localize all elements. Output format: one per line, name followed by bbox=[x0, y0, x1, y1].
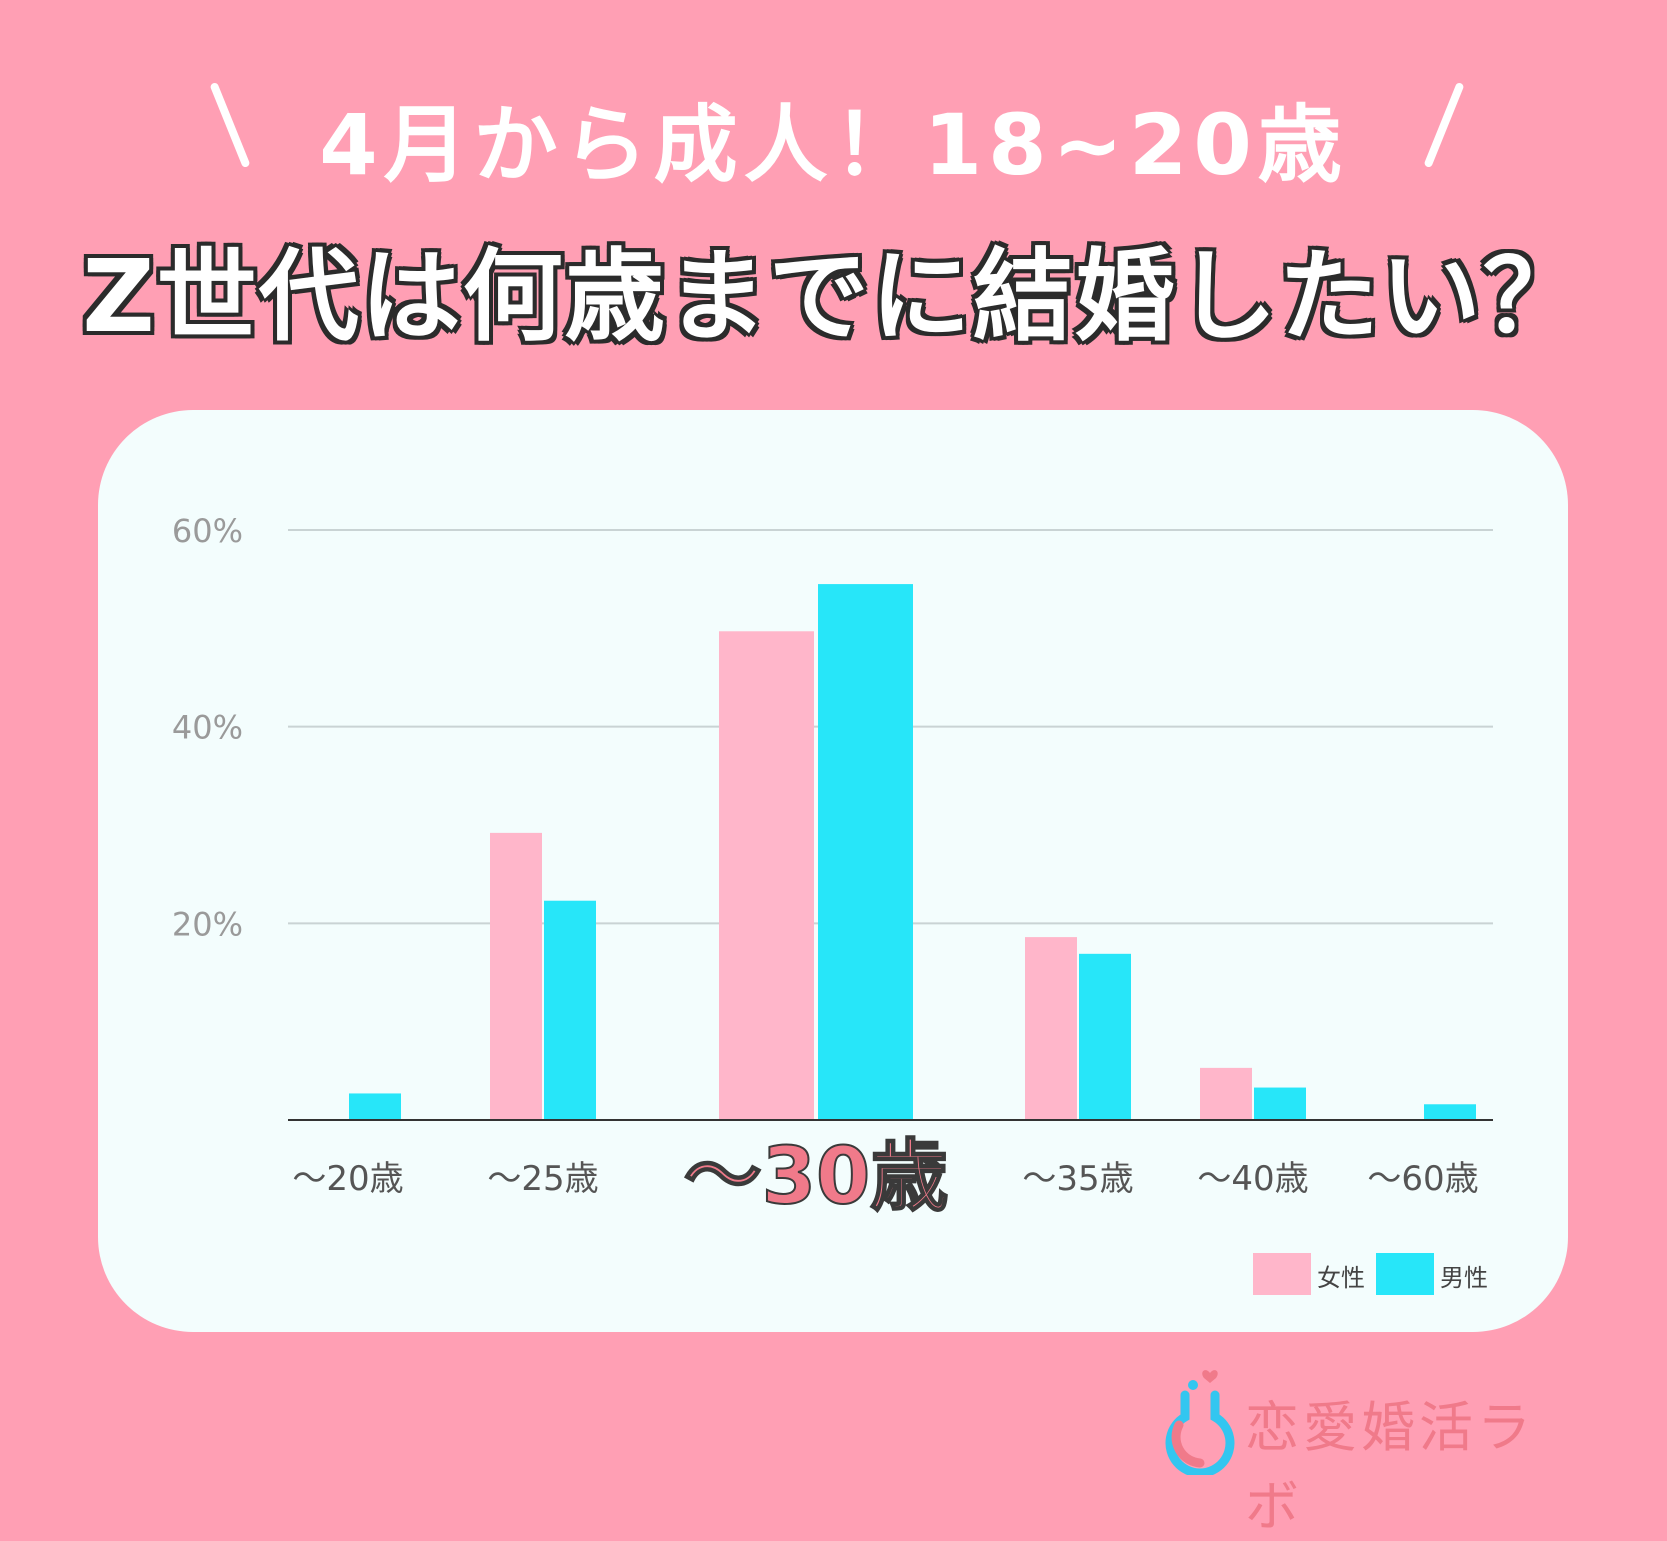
main-title: Z世代は何歳までに結婚したい？ bbox=[82, 238, 1585, 355]
x-tick-label: ～60歳 bbox=[1367, 1159, 1478, 1199]
bar-female bbox=[490, 832, 542, 1120]
subtitle-row: 4月から成人！18~20歳 bbox=[0, 70, 1667, 194]
flask-icon bbox=[1165, 1370, 1235, 1478]
x-tick-label: ～35歳 bbox=[1022, 1159, 1133, 1199]
legend-swatch bbox=[1253, 1253, 1311, 1295]
y-tick-label: 20% bbox=[172, 905, 243, 943]
legend-label: 女性 bbox=[1317, 1264, 1365, 1292]
chart-card: 20% 40% 60% ～20歳 ～25歳 ～30歳 ～35歳 ～40歳 ～60歳女性 男性 bbox=[98, 410, 1568, 1332]
y-tick-label: 60% bbox=[172, 512, 243, 550]
logo-text: 恋愛婚活ラボ bbox=[1245, 1396, 1535, 1538]
bar-female bbox=[1200, 1067, 1252, 1120]
bar-male bbox=[1079, 953, 1131, 1120]
legend-label: 男性 bbox=[1440, 1264, 1488, 1292]
bar-female bbox=[1025, 937, 1077, 1120]
bar-male bbox=[349, 1093, 401, 1120]
y-tick-label: 40% bbox=[172, 709, 243, 747]
bar-male bbox=[818, 584, 913, 1120]
x-tick-label: ～20歳 bbox=[292, 1159, 403, 1199]
bar-female bbox=[719, 631, 814, 1120]
legend-swatch bbox=[1376, 1253, 1434, 1295]
x-tick-label: ～25歳 bbox=[487, 1159, 598, 1199]
x-tick-label: ～40歳 bbox=[1197, 1159, 1308, 1199]
logo: 恋愛婚活ラボ bbox=[1155, 1365, 1575, 1538]
x-tick-label: ～30歳 bbox=[684, 1132, 949, 1222]
bar-male bbox=[1424, 1104, 1476, 1120]
bar-male bbox=[544, 900, 596, 1120]
bar-male bbox=[1254, 1087, 1306, 1120]
subtitle: 4月から成人！18~20歳 bbox=[319, 96, 1348, 194]
